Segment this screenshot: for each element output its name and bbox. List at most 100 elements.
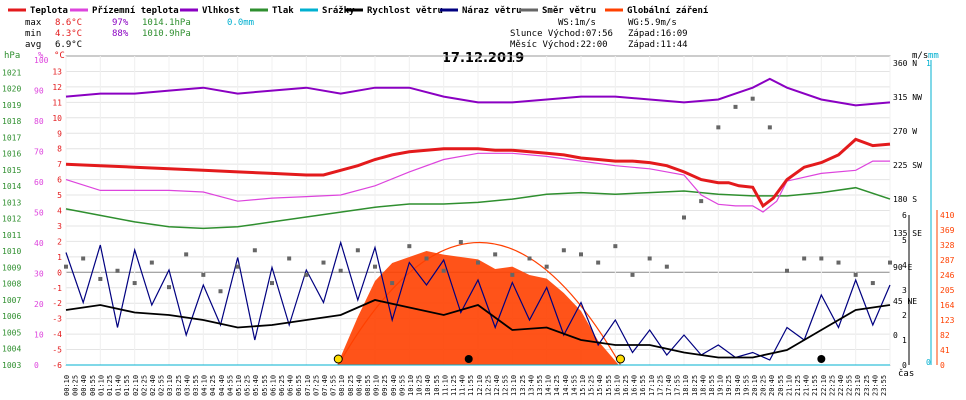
tick-x: 14:40: [562, 375, 570, 396]
series-smer-point: [304, 272, 309, 277]
tick-x: 20:40: [768, 375, 776, 396]
tick-x: 13:25: [519, 375, 527, 396]
tick-x: 00:10: [63, 375, 71, 396]
series-smer-point: [184, 252, 189, 257]
series-smer-point: [424, 256, 429, 261]
tick-x: 06:40: [287, 375, 295, 396]
tick-hpa: 1018: [2, 117, 21, 126]
tick-temp: -1: [52, 284, 62, 293]
series-smer-point: [699, 199, 704, 204]
tick-x: 14:10: [545, 375, 553, 396]
tick-x: 04:25: [209, 375, 217, 396]
tick-pct: 60: [34, 178, 44, 187]
legend: Teplota Přízemní teplota Vlhkost Tlak Srážky…: [8, 5, 709, 16]
series-smer-point: [716, 125, 721, 130]
tick-hpa: 1012: [2, 215, 21, 224]
legend-label-6: Náraz větru: [462, 5, 522, 16]
tick-x: 12:25: [484, 375, 492, 396]
tick-temp: 8: [57, 145, 62, 154]
tick-x: 22:40: [837, 375, 845, 396]
tick-pct: 30: [34, 270, 44, 279]
x-axis-label: čas: [898, 368, 914, 379]
tick-ms: 1: [902, 336, 907, 345]
tick-x: 01:25: [106, 375, 114, 396]
tick-x: 16:10: [613, 375, 621, 396]
series-smer-point: [664, 264, 669, 269]
series-smer-point: [750, 96, 755, 101]
tick-hpa: 1010: [2, 247, 21, 256]
series-smer-point: [355, 248, 360, 253]
series-zareni-area: [337, 251, 619, 365]
tick-hpa: 1008: [2, 280, 21, 289]
tick-x: 17:55: [674, 375, 682, 396]
series-tlak: [65, 186, 891, 230]
tick-temp: 10: [52, 114, 62, 123]
series-smer-point: [561, 248, 566, 253]
series-smer-point: [167, 285, 171, 290]
tick-x: 19:55: [742, 375, 750, 396]
series-naraz: [65, 240, 891, 361]
tick-x: 15:55: [605, 375, 613, 396]
tick-dir: 225 SW: [893, 161, 922, 170]
stat-min-press: 1010.9hPa: [142, 29, 191, 39]
tick-pct: 100: [34, 56, 49, 65]
legend-label-3: Tlak: [272, 6, 294, 16]
tick-x: 21:40: [803, 375, 811, 396]
tick-x: 17:25: [656, 375, 664, 396]
tick-x: 07:25: [312, 375, 320, 396]
tick-x: 03:10: [166, 375, 174, 396]
tick-pct: 10: [34, 331, 44, 340]
tick-hpa: 1004: [2, 345, 21, 354]
tick-x: 02:25: [140, 375, 148, 396]
series-vlhkost: [65, 77, 891, 107]
tick-x: 20:10: [751, 375, 759, 396]
series-smer-point: [98, 276, 103, 281]
series-smer-point: [596, 260, 601, 265]
series-smer-point: [579, 252, 583, 257]
info-sun-set: Západ:16:09: [628, 29, 688, 39]
tick-x: 04:10: [201, 375, 209, 396]
info-moon-set: Západ:11:44: [628, 40, 688, 50]
tick-hpa: 1009: [2, 263, 21, 272]
legend-label-7: Směr větru: [542, 5, 596, 16]
tick-x: 14:55: [570, 375, 578, 396]
moonset-marker: [464, 355, 473, 363]
tick-x: 02:55: [158, 375, 166, 396]
tick-dir: 0: [893, 331, 898, 340]
series-rychlost: [65, 299, 891, 359]
tick-temp: 13: [52, 67, 62, 76]
tick-x: 20:55: [777, 375, 785, 396]
tick-hpa: 1020: [2, 85, 21, 94]
series-smer-point: [527, 256, 532, 261]
stat-avg-temp: 6.9°C: [55, 40, 82, 50]
tick-x: 05:55: [261, 375, 269, 396]
tick-x: 03:40: [183, 375, 191, 396]
tick-x: 23:25: [863, 375, 871, 396]
tick-x: 16:55: [639, 375, 647, 396]
tick-temp: 4: [57, 207, 62, 216]
tick-hpa: 1019: [2, 101, 21, 110]
tick-x: 01:40: [115, 375, 123, 396]
tick-x: 17:40: [665, 375, 673, 396]
tick-pct: 20: [34, 300, 44, 309]
series-smer-point: [115, 268, 120, 273]
stat-min-label: min: [25, 29, 41, 39]
x-axis: 00:10 00:25 00:40 00:55 01:10 01:25 01:40 01:55…: [63, 368, 914, 396]
series-smer-point: [493, 252, 498, 257]
tick-x: 10:55: [433, 375, 441, 396]
tick-x: 19:40: [734, 375, 742, 396]
tick-hpa: 1007: [2, 296, 21, 305]
tick-x: 01:10: [97, 375, 105, 396]
tick-dir: 180 S: [893, 195, 917, 204]
series-smer-point: [647, 256, 652, 261]
tick-temp: -3: [52, 315, 62, 324]
series-smer-point: [836, 260, 841, 265]
series-smer-point: [407, 244, 412, 249]
series-smer-point: [767, 125, 772, 130]
series-smer-point: [888, 260, 892, 265]
sunrise-marker: [333, 354, 343, 364]
stat-avg-label: avg: [25, 40, 41, 50]
tick-x: 15:25: [588, 375, 596, 396]
tick-temp: 7: [57, 160, 62, 169]
tick-pct: 70: [34, 148, 44, 157]
